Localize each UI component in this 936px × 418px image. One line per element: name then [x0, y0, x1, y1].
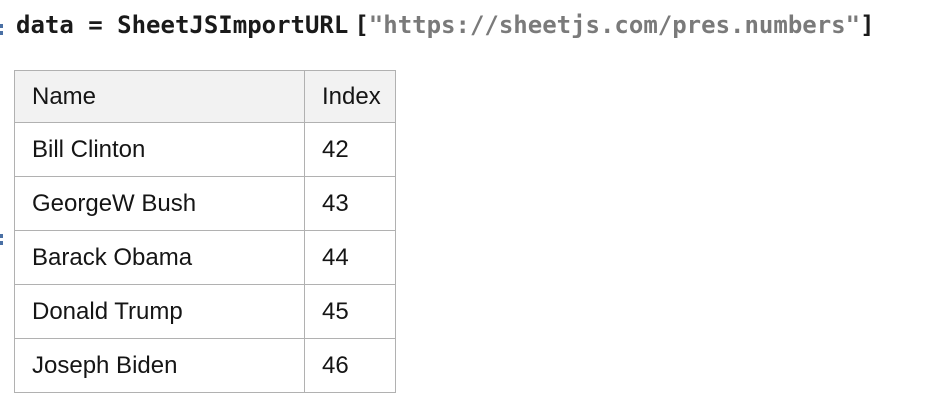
table-header-row: Name Index — [14, 70, 396, 123]
code-open-bracket: [ — [354, 11, 369, 39]
table-row: Bill Clinton 42 — [14, 122, 396, 177]
input-cell-label-icon — [0, 24, 3, 35]
cell-index: 42 — [304, 122, 396, 177]
cell-name: Bill Clinton — [14, 122, 305, 177]
output-cell-label-icon — [0, 234, 3, 245]
code-head: data = SheetJSImportURL — [16, 11, 349, 39]
cell-name: Barack Obama — [14, 230, 305, 285]
cell-name: GeorgeW Bush — [14, 176, 305, 231]
cell-index: 44 — [304, 230, 396, 285]
table-row: GeorgeW Bush 43 — [14, 176, 396, 231]
column-header-name: Name — [14, 70, 305, 123]
table-row: Donald Trump 45 — [14, 284, 396, 339]
cell-index: 43 — [304, 176, 396, 231]
output-table: Name Index Bill Clinton 42 GeorgeW Bush … — [14, 70, 396, 393]
code-input-line[interactable]: data = SheetJSImportURL ["https://sheetjs… — [16, 9, 875, 41]
cell-name: Donald Trump — [14, 284, 305, 339]
cell-name: Joseph Biden — [14, 338, 305, 393]
column-header-index: Index — [304, 70, 396, 123]
code-url-string: "https://sheetjs.com/pres.numbers" — [368, 11, 861, 39]
code-close-bracket: ] — [860, 11, 875, 39]
cell-index: 45 — [304, 284, 396, 339]
table-row: Barack Obama 44 — [14, 230, 396, 285]
cell-index: 46 — [304, 338, 396, 393]
table-row: Joseph Biden 46 — [14, 338, 396, 393]
